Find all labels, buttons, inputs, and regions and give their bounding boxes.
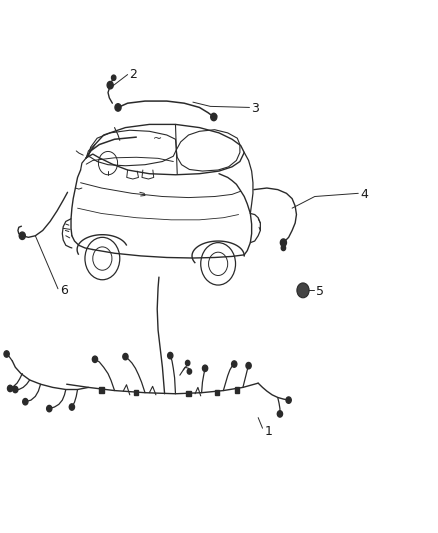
- Circle shape: [187, 369, 191, 374]
- Text: 1: 1: [265, 425, 272, 439]
- Circle shape: [112, 75, 116, 80]
- Circle shape: [281, 245, 286, 251]
- Circle shape: [297, 283, 309, 298]
- Text: 4: 4: [360, 188, 368, 201]
- Circle shape: [92, 356, 98, 362]
- Circle shape: [107, 82, 113, 89]
- Circle shape: [4, 351, 9, 357]
- Circle shape: [232, 361, 237, 367]
- Bar: [235, 387, 240, 393]
- Bar: [215, 390, 219, 395]
- Circle shape: [280, 239, 286, 246]
- Circle shape: [13, 386, 18, 393]
- Circle shape: [23, 399, 28, 405]
- Circle shape: [246, 362, 251, 369]
- Text: 6: 6: [60, 284, 68, 297]
- Circle shape: [19, 232, 25, 239]
- Circle shape: [211, 114, 217, 120]
- Circle shape: [277, 411, 283, 417]
- Circle shape: [47, 406, 52, 412]
- Bar: [99, 387, 104, 393]
- Text: 2: 2: [129, 68, 137, 81]
- Bar: [186, 391, 191, 396]
- Text: ~: ~: [152, 134, 162, 144]
- Circle shape: [168, 352, 173, 359]
- Circle shape: [202, 365, 208, 372]
- Circle shape: [286, 397, 291, 403]
- Circle shape: [185, 360, 190, 366]
- Circle shape: [7, 385, 13, 392]
- Bar: [134, 390, 138, 395]
- Text: 3: 3: [251, 102, 259, 115]
- Circle shape: [123, 353, 128, 360]
- Circle shape: [115, 104, 121, 111]
- Text: 5: 5: [316, 285, 324, 298]
- Circle shape: [69, 404, 74, 410]
